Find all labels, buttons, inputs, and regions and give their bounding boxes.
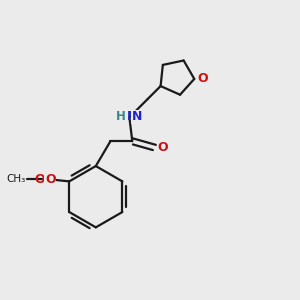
Text: O: O (158, 141, 168, 154)
Text: O: O (197, 72, 208, 86)
Text: N: N (127, 110, 137, 123)
Text: H: H (116, 110, 126, 123)
Text: O: O (45, 172, 56, 185)
Text: CH₃: CH₃ (6, 174, 26, 184)
Text: O: O (197, 72, 208, 86)
Text: O: O (34, 172, 45, 185)
Text: N: N (132, 110, 142, 123)
Text: O: O (158, 141, 168, 154)
